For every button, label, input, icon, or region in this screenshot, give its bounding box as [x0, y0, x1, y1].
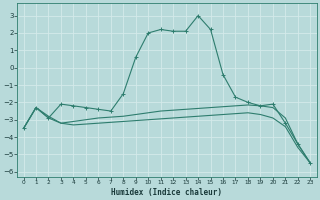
X-axis label: Humidex (Indice chaleur): Humidex (Indice chaleur) — [111, 188, 222, 197]
